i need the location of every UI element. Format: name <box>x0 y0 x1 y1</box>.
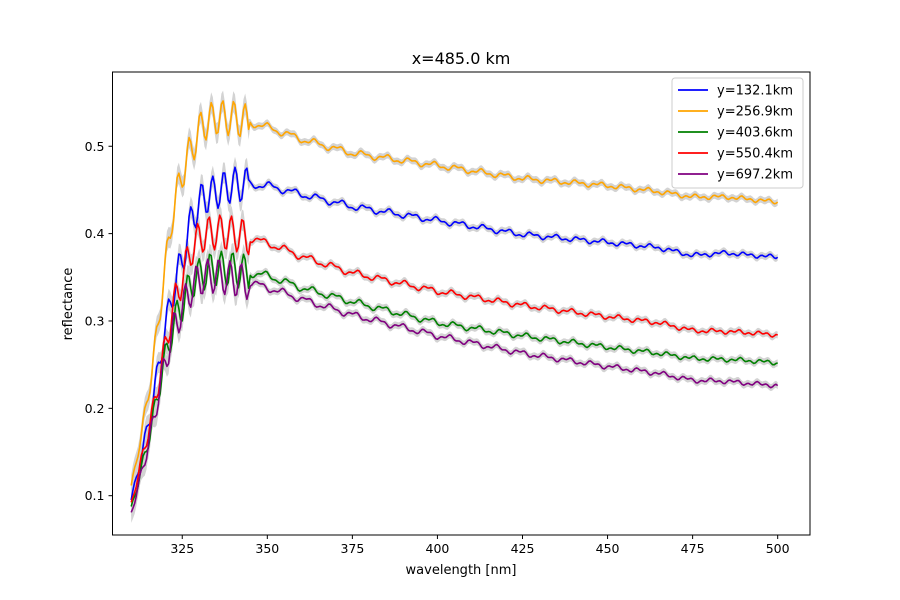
x-tick-label: 450 <box>596 541 620 556</box>
legend-entry-label: y=256.9km <box>717 105 793 120</box>
uncertainty-band-1 <box>131 90 778 496</box>
x-tick-label: 350 <box>255 541 279 556</box>
y-tick-label: 0.5 <box>85 139 105 154</box>
chart-title: x=485.0 km <box>412 49 511 68</box>
x-tick-label: 325 <box>170 541 194 556</box>
series-line-2 <box>130 250 778 507</box>
series-line-4 <box>130 258 779 513</box>
x-tick-label: 425 <box>511 541 535 556</box>
plot-frame <box>112 71 811 536</box>
y-tick-label: 0.3 <box>85 313 105 328</box>
legend-entry-label: y=697.2km <box>717 168 793 183</box>
x-axis-ticks: 325 350 375 400 425 450 475 500 <box>170 535 790 556</box>
legend-entry-label: y=403.6km <box>717 126 793 141</box>
x-tick-label: 500 <box>766 541 790 556</box>
x-tick-label: 475 <box>681 541 705 556</box>
legend-entry-label: y=132.1km <box>717 84 793 99</box>
series-line-3 <box>130 214 778 503</box>
series-line-1 <box>130 100 779 486</box>
y-axis-label: reflectance <box>61 268 76 341</box>
legend-entry-label: y=550.4km <box>717 147 793 162</box>
series-line-0 <box>130 166 779 501</box>
y-tick-label: 0.1 <box>85 488 105 503</box>
x-tick-label: 400 <box>426 541 450 556</box>
series-lines <box>130 100 779 513</box>
y-tick-label: 0.2 <box>85 401 105 416</box>
legend: y=132.1km y=256.9km y=403.6km y=550.4km y=69… <box>671 77 804 189</box>
x-tick-label: 375 <box>340 541 364 556</box>
legend-box <box>671 77 804 189</box>
x-axis-label: wavelength [nm] <box>406 563 517 578</box>
y-tick-label: 0.4 <box>85 226 105 241</box>
y-axis-ticks: 0.1 0.2 0.3 0.4 0.5 <box>85 139 113 503</box>
